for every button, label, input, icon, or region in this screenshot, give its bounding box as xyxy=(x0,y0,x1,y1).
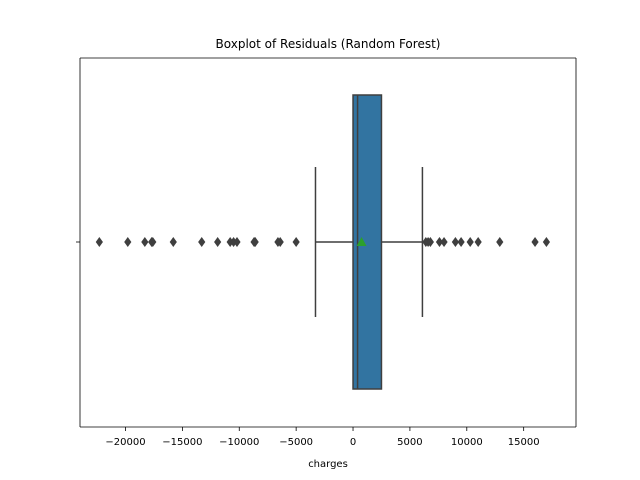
outlier-point xyxy=(457,237,465,247)
outlier-point xyxy=(451,237,460,247)
plot-area: −20000 −15000 −10000 −5000 0 5000 10000 15000 xyxy=(76,57,577,448)
x-tick-label: 10000 xyxy=(451,437,483,448)
outlier-point xyxy=(95,237,103,247)
x-tick-label: −20000 xyxy=(105,437,145,448)
x-tick-label: 15000 xyxy=(508,437,540,448)
outlier-point xyxy=(440,237,448,247)
outlier-point xyxy=(474,237,482,247)
x-tick-label: 0 xyxy=(350,437,356,448)
outlier-point xyxy=(542,237,551,247)
x-tick-label: −5000 xyxy=(279,437,313,448)
outlier-point xyxy=(435,237,444,247)
outlier-point xyxy=(214,237,222,247)
outlier-point xyxy=(233,237,241,247)
mean-marker xyxy=(356,237,367,246)
x-tick-label: −15000 xyxy=(162,437,202,448)
x-axis-label: charges xyxy=(308,459,348,470)
outlier-point xyxy=(292,237,300,247)
x-tick-label: −10000 xyxy=(219,437,259,448)
outlier-point xyxy=(251,237,259,247)
outlier-point xyxy=(496,237,504,247)
outlier-point xyxy=(149,237,157,247)
x-tick-label: 5000 xyxy=(397,437,422,448)
outlier-point xyxy=(141,237,149,247)
outlier-point xyxy=(531,237,539,247)
chart-title: Boxplot of Residuals (Random Forest) xyxy=(216,37,441,51)
outlier-point xyxy=(169,237,177,247)
outlier-point xyxy=(426,237,434,247)
outlier-point xyxy=(198,237,206,247)
outlier-point xyxy=(124,237,132,247)
outlier-point xyxy=(276,237,284,247)
outlier-point xyxy=(466,237,474,247)
